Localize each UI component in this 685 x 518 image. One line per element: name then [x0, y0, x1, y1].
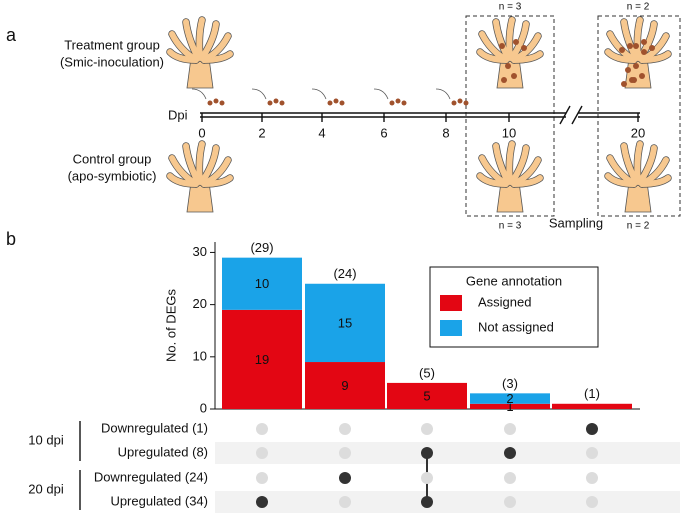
group-label: (apo-symbiotic): [68, 168, 157, 183]
bar-segment: [222, 309, 302, 409]
dot-filled: [421, 496, 433, 508]
dot-empty: [586, 472, 598, 484]
dot-filled: [586, 423, 598, 435]
bar-segment: [305, 283, 385, 363]
bar-segment: [470, 403, 550, 409]
legend-label: Assigned: [478, 294, 531, 309]
inoculum: [251, 88, 285, 106]
set-label: Upregulated (8): [118, 444, 208, 459]
sampling-label: Sampling: [549, 215, 603, 230]
legend-swatch: [440, 320, 462, 336]
day-label: 20: [631, 125, 645, 140]
bar-segment: [222, 257, 302, 310]
chart: 0 10 20 30 No. of DEGs 19 9 5 1 10 15 2 (29) (24) (5) (…: [28, 240, 680, 513]
group-label: 20 dpi: [28, 481, 64, 496]
sample-size: n = 3: [499, 2, 522, 13]
set-label: Upregulated (34): [110, 493, 208, 508]
dot-empty: [339, 423, 351, 435]
axis-label: Dpi: [168, 107, 188, 122]
anemone: [480, 20, 540, 88]
dot-empty: [339, 447, 351, 459]
inoculum: [435, 88, 469, 106]
dot-empty: [256, 447, 268, 459]
total-label: (1): [584, 386, 600, 401]
panel-a: a Treatment group (Smic-inoculation) Con…: [6, 2, 681, 232]
day-label: 8: [442, 125, 449, 140]
dot-filled: [504, 447, 516, 459]
value-label: 9: [341, 378, 348, 393]
total-label: (3): [502, 376, 518, 391]
group-label: Treatment group: [64, 37, 160, 52]
y-tick-label: 30: [193, 244, 207, 259]
anemone: [170, 20, 230, 88]
value-label: 2: [506, 391, 513, 406]
dot-empty: [586, 496, 598, 508]
legend-swatch: [440, 295, 462, 311]
inoculum: [311, 88, 345, 106]
inoculum: [373, 88, 407, 106]
anemone: [170, 144, 230, 212]
value-label: 19: [255, 352, 269, 367]
inoculum: [191, 88, 225, 106]
dot-empty: [256, 472, 268, 484]
dot-empty: [504, 496, 516, 508]
group-label: Control group: [73, 151, 152, 166]
row-band: [215, 491, 680, 513]
day-label: 0: [198, 125, 205, 140]
panel-label: a: [6, 25, 17, 45]
dot-empty: [586, 447, 598, 459]
dot-filled: [256, 496, 268, 508]
bar-segment: [305, 362, 385, 409]
bar-segment: [470, 393, 550, 404]
sampling-box: [597, 15, 681, 217]
dot-empty: [339, 496, 351, 508]
row-band: [215, 442, 680, 464]
panel-label: b: [6, 229, 16, 249]
value-label: 1: [506, 399, 513, 414]
dot-empty: [421, 423, 433, 435]
sample-size: n = 3: [499, 221, 522, 232]
y-tick-label: 20: [193, 296, 207, 311]
set-label: Downregulated (1): [101, 420, 208, 435]
day-label: 6: [380, 125, 387, 140]
timeline: [200, 105, 640, 125]
dot-empty: [256, 423, 268, 435]
legend-title: Gene annotation: [466, 273, 562, 288]
dot-filled: [339, 472, 351, 484]
day-label: 4: [318, 125, 325, 140]
value-label: 10: [255, 276, 269, 291]
day-ticks: 0 2 4 6 8 10 20: [191, 88, 645, 140]
total-label: (29): [250, 240, 273, 255]
group-label: 10 dpi: [28, 432, 64, 447]
dot-empty: [421, 472, 433, 484]
bar-segment: [387, 382, 467, 409]
dot-empty: [504, 472, 516, 484]
sample-size: n = 2: [627, 2, 650, 13]
y-tick-label: 10: [193, 348, 207, 363]
sample-size: n = 2: [627, 221, 650, 232]
value-label: 15: [338, 315, 352, 330]
total-label: (24): [333, 266, 356, 281]
value-label: 5: [423, 388, 430, 403]
sampling-box: [465, 15, 555, 217]
anemone: [608, 144, 668, 212]
dot-filled: [421, 447, 433, 459]
anemone: [480, 144, 540, 212]
day-label: 2: [258, 125, 265, 140]
legend-label: Not assigned: [478, 319, 554, 334]
anemone: [608, 20, 668, 88]
group-label: (Smic-inoculation): [60, 54, 164, 69]
set-label: Downregulated (24): [94, 469, 208, 484]
total-label: (5): [419, 365, 435, 380]
y-axis-label: No. of DEGs: [163, 289, 178, 362]
dot-empty: [504, 423, 516, 435]
y-tick-label: 0: [200, 400, 207, 415]
bar-segment: [552, 403, 632, 409]
day-label: 10: [502, 125, 516, 140]
